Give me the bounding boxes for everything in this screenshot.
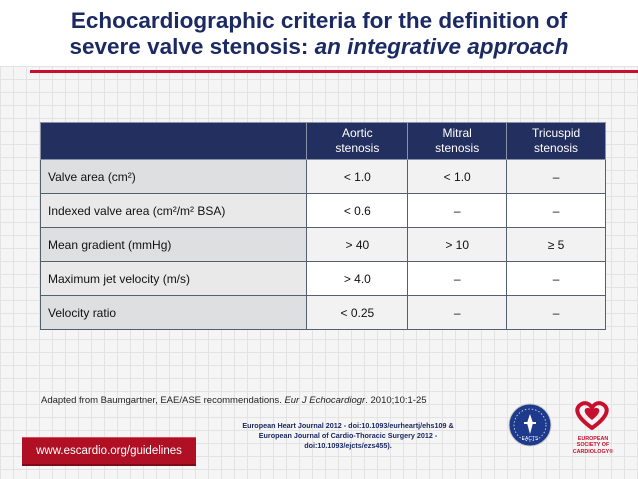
cell-tricuspid: – xyxy=(506,159,606,194)
title-line-2-plain: severe valve stenosis: xyxy=(69,34,315,59)
esc-heart-logo xyxy=(575,401,609,430)
cell-tricuspid: – xyxy=(506,261,606,296)
cell-aortic: < 0.6 xyxy=(306,193,409,228)
reference-line: European Journal of Cardio-Thoracic Surg… xyxy=(258,431,438,440)
header-parameter xyxy=(39,122,308,160)
reference-line: doi:10.1093/ejcts/ezs455). xyxy=(304,441,392,450)
guidelines-url[interactable]: www.escardio.org/guidelines xyxy=(36,445,182,457)
cell-mitral: – xyxy=(407,295,508,330)
title-line-1: Echocardiographic criteria for the defin… xyxy=(70,8,568,33)
cell-tricuspid: – xyxy=(506,193,606,228)
eacts-logo: EACTS xyxy=(508,403,552,447)
source-citation: Adapted from Baumgartner, EAE/ASE recomm… xyxy=(41,395,427,406)
stenosis-criteria-table: Aortic stenosis Mitral stenosis Tricuspid s… xyxy=(39,122,606,330)
table-header-row: Aortic stenosis Mitral stenosis Tricuspid s… xyxy=(39,122,606,160)
cell-mitral: < 1.0 xyxy=(407,159,508,194)
row-parameter: Indexed valve area (cm²/m² BSA) xyxy=(39,193,308,228)
title-line-2: severe valve stenosis: an integrative ap… xyxy=(0,34,638,60)
slide-title: Echocardiographic criteria for the defin… xyxy=(0,8,638,60)
cell-aortic: > 4.0 xyxy=(306,261,409,296)
title-area xyxy=(0,0,638,66)
row-parameter: Valve area (cm²) xyxy=(39,159,308,194)
cell-tricuspid: – xyxy=(506,295,606,330)
table-row: Mean gradient (mmHg) > 40 > 10 ≥ 5 xyxy=(39,227,606,262)
cell-mitral: – xyxy=(407,261,508,296)
journal-references: European Heart Journal 2012 - doi:10.109… xyxy=(196,421,500,451)
row-parameter: Mean gradient (mmHg) xyxy=(39,227,308,262)
cell-aortic: < 0.25 xyxy=(306,295,409,330)
row-parameter: Velocity ratio xyxy=(39,295,308,330)
table-row: Valve area (cm²) < 1.0 < 1.0 – xyxy=(39,159,606,194)
table-row: Maximum jet velocity (m/s) > 4.0 – – xyxy=(39,261,606,296)
table-row: Indexed valve area (cm²/m² BSA) < 0.6 – … xyxy=(39,193,606,228)
header-mitral: Mitral stenosis xyxy=(407,122,508,160)
cell-aortic: < 1.0 xyxy=(306,159,409,194)
header-aortic: Aortic stenosis xyxy=(306,122,409,160)
cell-aortic: > 40 xyxy=(306,227,409,262)
cell-mitral: – xyxy=(407,193,508,228)
guidelines-link[interactable]: www.escardio.org/guidelines xyxy=(22,437,196,466)
cell-tricuspid: ≥ 5 xyxy=(506,227,606,262)
svg-text:EACTS: EACTS xyxy=(522,436,539,442)
table-row: Velocity ratio < 0.25 – – xyxy=(39,295,606,330)
source-journal: Eur J Echocardiogr xyxy=(284,395,366,406)
header-tricuspid: Tricuspid stenosis xyxy=(506,122,606,160)
row-parameter: Maximum jet velocity (m/s) xyxy=(39,261,308,296)
esc-wordmark: EUROPEAN SOCIETY OF CARDIOLOGY® xyxy=(572,436,614,455)
title-divider xyxy=(30,70,638,73)
cell-mitral: > 10 xyxy=(407,227,508,262)
title-line-2-italic: an integrative approach xyxy=(314,34,569,59)
reference-line: European Heart Journal 2012 - doi:10.109… xyxy=(242,421,454,430)
